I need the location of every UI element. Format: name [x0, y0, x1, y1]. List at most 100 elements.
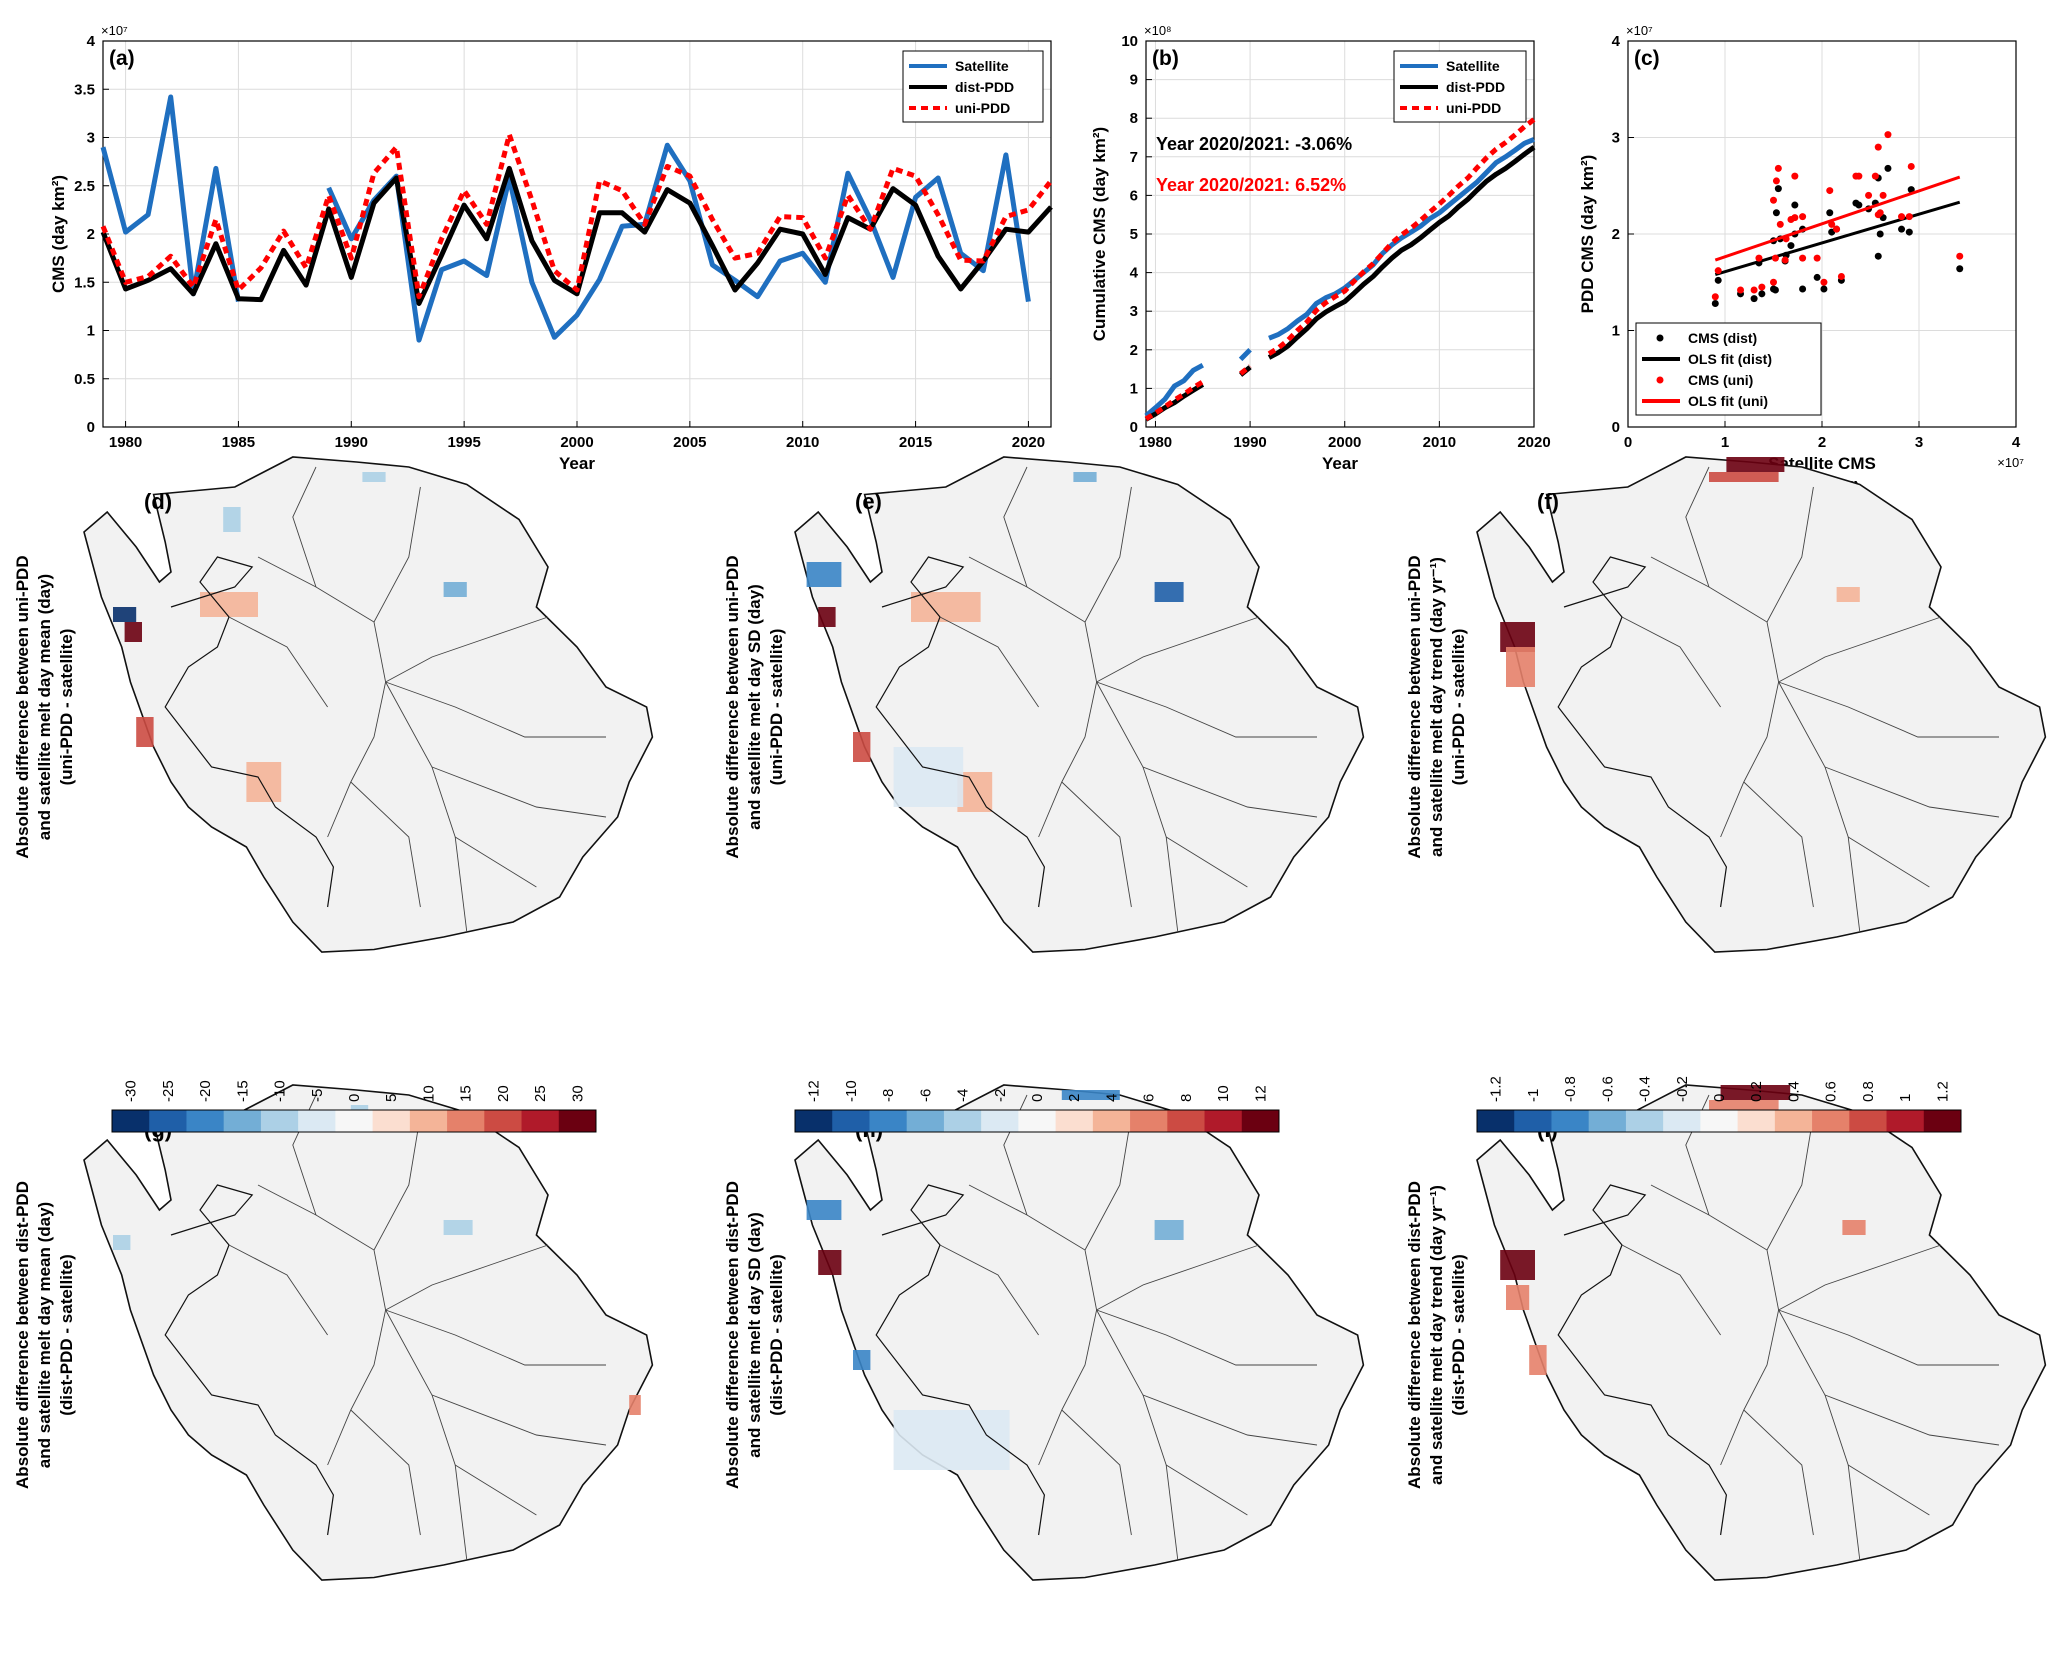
colorbar-swatch [447, 1110, 485, 1132]
basin-boundary [228, 1244, 328, 1336]
basin-boundary [1096, 1309, 1179, 1561]
anomaly-patch [893, 747, 964, 807]
x-tick-label: 4 [2012, 434, 2021, 451]
y-tick-label: 0.5 [74, 371, 95, 388]
basin-boundary [1084, 1114, 1132, 1251]
basin-boundary [1778, 1309, 1861, 1561]
series-line-dist-PDD [1267, 145, 1536, 360]
colorbar-swatch [1167, 1110, 1206, 1132]
scatter-point [1787, 242, 1795, 250]
scatter-point [1813, 273, 1821, 281]
basin-boundary [292, 466, 317, 588]
y-tick-label: 4 [87, 33, 96, 50]
colorbar-swatch [1588, 1110, 1627, 1132]
x-tick-label: 1990 [335, 434, 368, 451]
basin-boundary [1096, 1244, 1260, 1311]
fit-line-OLS fit (uni) [1714, 175, 1961, 262]
x-axis-title: Year [1322, 454, 1358, 473]
colorbar-swatch [223, 1110, 262, 1132]
scatter-point [1755, 254, 1763, 262]
map-axis-title-line: Absolute difference between dist-PDD [723, 1181, 742, 1489]
anomaly-patch [1154, 582, 1184, 602]
anomaly-patch [1529, 1345, 1547, 1375]
colorbar-tick-label: -0.4 [1637, 1076, 1654, 1102]
annotation-text: Year 2020/2021: -3.06% [1156, 134, 1352, 154]
basin-boundary [1142, 1394, 1318, 1446]
y-tick-label: 10 [1121, 33, 1138, 50]
y-tick-label: 2 [1612, 226, 1620, 243]
maps-layer: (d)Absolute difference between uni-PDD an… [13, 456, 2047, 1581]
scatter-point [1837, 272, 1845, 280]
colorbar-tick-label: 10 [420, 1085, 437, 1102]
scatter-point [1776, 220, 1784, 228]
colorbar-tick-label: -0.2 [1674, 1076, 1691, 1102]
legend-label: dist-PDD [1446, 79, 1505, 95]
colorbar-tick-label: -30 [123, 1080, 140, 1102]
legend-marker [1656, 376, 1664, 384]
anomaly-patch [806, 562, 842, 587]
map-axis-title-line: Absolute difference between uni-PDD [723, 555, 742, 858]
colorbar-swatch [869, 1110, 908, 1132]
colorbar-swatch [1812, 1110, 1850, 1132]
basin-boundary [939, 1244, 1039, 1336]
scatter-point [1711, 293, 1719, 301]
scatter-point [1781, 256, 1789, 264]
grounding-line [875, 556, 1046, 908]
scatter-point [1956, 265, 1964, 273]
colorbar-swatch [298, 1110, 336, 1132]
antarctica-map-g: (g)Absolute difference between dist-PDDa… [13, 1084, 654, 1581]
colorbar-tick-label: -20 [197, 1080, 214, 1102]
y-tick-label: 1 [87, 323, 95, 340]
scatter-point [1820, 285, 1828, 293]
scatter-point [1871, 172, 1879, 180]
scatter-point [1884, 164, 1892, 172]
x-tick-label: 2 [1818, 434, 1826, 451]
colorbar-swatch [260, 1110, 299, 1132]
colorbar-tick-label: 0.6 [1823, 1081, 1840, 1102]
basin-boundary [968, 556, 1098, 683]
x-tick-label: 2010 [1423, 434, 1456, 451]
antarctica-map-f: (f) Absolute difference between uni-PDD an… [1405, 456, 2047, 953]
anomaly-patch [136, 717, 154, 747]
y-tick-label: 1 [1612, 323, 1620, 340]
y-tick-label: 5 [1130, 226, 1138, 243]
colorbar-swatch [1923, 1110, 1962, 1132]
anomaly-patch [362, 472, 386, 482]
x-tick-label: 1985 [222, 434, 255, 451]
series-line-Satellite [100, 94, 1031, 343]
y-tick-label: 4 [1130, 265, 1139, 282]
basin-boundary [968, 1184, 1098, 1311]
colorbar-tick-label: 5 [383, 1094, 400, 1102]
colorbar-swatch [1774, 1110, 1813, 1132]
scatter-point [1799, 285, 1807, 293]
legend-label: OLS fit (uni) [1688, 393, 1768, 409]
legend-label: dist-PDD [955, 79, 1014, 95]
colorbar-tick-label: 8 [1178, 1094, 1195, 1102]
y-tick-label: 2 [1130, 342, 1138, 359]
anomaly-patch [124, 622, 142, 642]
y-tick-label: 8 [1130, 110, 1138, 127]
basin-boundary [1621, 1244, 1721, 1336]
colorbar-swatch [484, 1110, 523, 1132]
basin-boundary [1061, 781, 1132, 908]
scatter-point [1826, 209, 1834, 217]
y-tick-label: 3 [87, 130, 95, 147]
colorbar-tick-label: -0.8 [1562, 1076, 1579, 1102]
scatter-point [1771, 254, 1779, 262]
basin-boundary [373, 1114, 421, 1251]
colorbar-swatch [1663, 1110, 1701, 1132]
colorbar-frame [794, 1109, 1280, 1133]
anomaly-patch [806, 1200, 842, 1220]
scatter-point [1714, 267, 1722, 275]
colorbar-swatch [1514, 1110, 1552, 1132]
y-tick-label: 0 [1130, 419, 1138, 436]
anomaly-patch [1709, 472, 1779, 482]
anomaly-patch [200, 592, 258, 617]
basin-boundary [228, 616, 328, 708]
colorbar-swatch [795, 1110, 833, 1132]
series-line-dist-PDD [100, 165, 1053, 306]
basin-boundary [385, 681, 606, 738]
colorbar-swatch [1241, 1110, 1280, 1132]
colorbar-tick-label: -10 [272, 1080, 289, 1102]
